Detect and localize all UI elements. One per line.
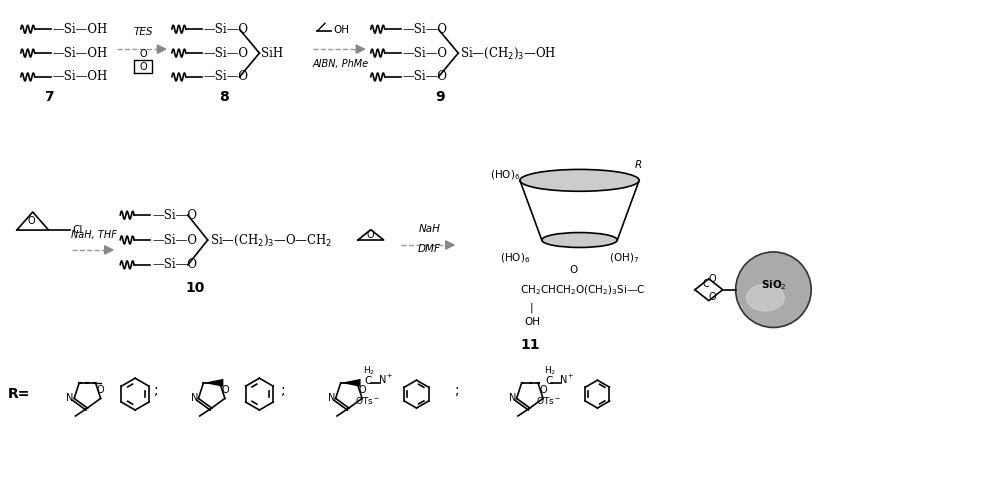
Text: —Si—O: —Si—O (204, 71, 249, 84)
Text: H$_2$: H$_2$ (363, 365, 375, 377)
Text: —Si—OH: —Si—OH (53, 23, 108, 36)
Ellipse shape (520, 170, 639, 191)
Ellipse shape (747, 284, 784, 311)
Text: (OH)$_7$: (OH)$_7$ (609, 251, 640, 265)
Text: —Si—OH: —Si—OH (53, 46, 108, 59)
Text: 8: 8 (219, 90, 228, 104)
Text: N$^+$: N$^+$ (378, 373, 394, 386)
Text: N: N (328, 394, 335, 403)
Text: AIBN, PhMe: AIBN, PhMe (313, 59, 369, 69)
Text: —Si—O: —Si—O (403, 71, 448, 84)
Text: Si—(CH$_2$)$_3$—OH: Si—(CH$_2$)$_3$—OH (460, 45, 557, 61)
Text: N$^+$: N$^+$ (559, 373, 575, 386)
Text: O: O (28, 216, 36, 226)
Polygon shape (203, 379, 223, 387)
Text: ;: ; (281, 383, 286, 397)
Text: TES: TES (133, 27, 153, 37)
Text: R: R (634, 160, 641, 170)
Text: O: O (139, 62, 147, 72)
Text: OH: OH (333, 25, 349, 35)
Text: O: O (358, 385, 366, 396)
Text: C: C (546, 376, 553, 386)
Text: SiH: SiH (261, 46, 284, 59)
Polygon shape (341, 379, 361, 387)
Text: O: O (139, 49, 147, 59)
Text: —Si—O: —Si—O (403, 23, 448, 36)
Text: |: | (530, 302, 533, 313)
Text: O: O (97, 385, 104, 396)
Text: O: O (367, 230, 375, 240)
Text: C: C (702, 279, 709, 289)
Text: Si—(CH$_2$)$_3$—O—CH$_2$: Si—(CH$_2$)$_3$—O—CH$_2$ (210, 232, 332, 248)
Text: OTs$^-$: OTs$^-$ (536, 395, 561, 406)
Text: (HO)$_6$: (HO)$_6$ (500, 251, 530, 265)
Text: O: O (709, 274, 717, 284)
Text: 11: 11 (520, 339, 540, 353)
Text: Cl: Cl (72, 225, 83, 235)
Text: N: N (66, 394, 74, 403)
Text: NaH, THF: NaH, THF (71, 230, 117, 240)
Text: OTs$^-$: OTs$^-$ (355, 395, 380, 406)
Text: CH$_2$CHCH$_2$O(CH$_2$)$_3$Si—C: CH$_2$CHCH$_2$O(CH$_2$)$_3$Si—C (520, 283, 645, 297)
Text: ;: ; (154, 383, 159, 397)
Text: OH: OH (525, 316, 541, 327)
Text: O: O (709, 292, 717, 302)
Text: O: O (221, 385, 229, 396)
Text: NaH: NaH (418, 224, 440, 234)
Text: 9: 9 (436, 90, 445, 104)
Text: (HO)$_6$: (HO)$_6$ (490, 169, 520, 182)
Text: O: O (570, 265, 578, 275)
Text: —Si—O: —Si—O (152, 209, 197, 222)
Text: —Si—O: —Si—O (204, 46, 249, 59)
Text: DMF: DMF (418, 244, 441, 254)
Text: C: C (365, 376, 372, 386)
Text: 7: 7 (44, 90, 53, 104)
Text: ;: ; (455, 383, 460, 397)
Text: R=: R= (8, 387, 30, 401)
Text: —Si—O: —Si—O (152, 233, 197, 246)
Text: 10: 10 (185, 281, 204, 295)
Text: N: N (509, 394, 516, 403)
Text: H$_2$: H$_2$ (544, 365, 556, 377)
Text: O: O (539, 385, 547, 396)
Ellipse shape (736, 252, 811, 327)
Text: —Si—OH: —Si—OH (53, 71, 108, 84)
Text: —Si—O: —Si—O (204, 23, 249, 36)
Ellipse shape (542, 232, 617, 247)
Text: —Si—O: —Si—O (152, 258, 197, 271)
Text: —Si—O: —Si—O (403, 46, 448, 59)
Text: SiO$_2$: SiO$_2$ (761, 278, 786, 292)
Text: N: N (191, 394, 198, 403)
